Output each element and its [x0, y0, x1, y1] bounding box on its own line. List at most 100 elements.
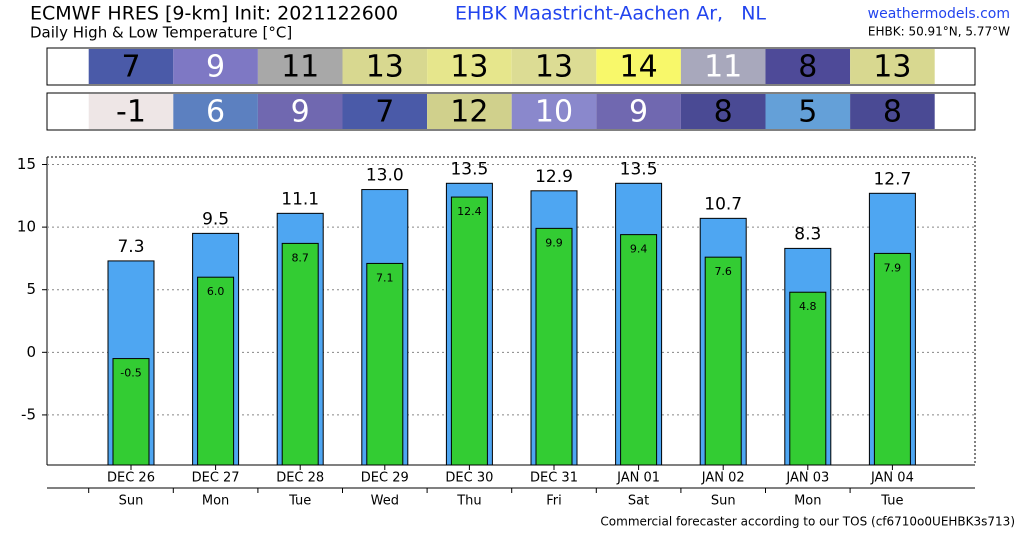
x-tick-label: JAN 02	[701, 471, 745, 486]
value-label: 7.9	[884, 261, 902, 274]
site: weathermodels.com	[868, 6, 1010, 22]
weekday-label: Sun	[119, 494, 144, 509]
x-tick-label: DEC 30	[445, 471, 493, 486]
table-cell	[427, 94, 512, 129]
low-bar	[873, 252, 911, 466]
x-tick-label: DEC 29	[361, 471, 409, 486]
weekday-label: Mon	[202, 494, 229, 509]
table-cell	[680, 49, 766, 84]
value-label: 13.0	[366, 166, 404, 186]
location: EHBK Maastricht-Aachen Ar, NL	[455, 3, 766, 25]
table-value: 10	[535, 95, 573, 130]
plot-frame	[46, 156, 976, 466]
low-bar	[620, 234, 658, 466]
value-label: 13.5	[620, 159, 658, 179]
low-bar	[704, 256, 742, 466]
value-label: 8.7	[291, 251, 309, 264]
x-tick-label: JAN 04	[870, 471, 914, 486]
table-cell	[427, 49, 512, 84]
table-value: 11	[704, 50, 742, 85]
table-cell	[596, 94, 681, 129]
table-value: 11	[281, 50, 319, 85]
weekday-label: Thu	[456, 494, 481, 509]
table-cell	[342, 94, 428, 129]
table-cell	[342, 49, 428, 84]
table-cell	[173, 94, 258, 129]
table-cell	[257, 94, 343, 129]
table-value: 8	[883, 95, 902, 130]
value-label: 10.7	[704, 194, 742, 214]
low-bar	[197, 276, 235, 466]
chart-title: ECMWF HRES [9-km] Init: 2021122600	[30, 3, 398, 25]
weekday-label: Sun	[711, 494, 736, 509]
value-label: 6.0	[207, 285, 225, 298]
table-cell	[596, 49, 681, 84]
footer: Commercial forecaster according to our T…	[600, 515, 1015, 529]
x-tick-label: DEC 26	[107, 471, 155, 486]
x-tick-label: DEC 28	[276, 471, 324, 486]
low-bar	[789, 291, 827, 466]
y-tick-label: 0	[26, 343, 36, 361]
value-label: 9.5	[202, 209, 229, 229]
table-value: 12	[450, 95, 488, 130]
table-cell	[88, 49, 174, 84]
table-cell	[850, 94, 935, 129]
table-cell	[88, 94, 174, 129]
low-bar	[112, 358, 150, 466]
value-label: -0.5	[120, 367, 141, 380]
coords: EHBK: 50.91°N, 5.77°W	[868, 25, 1010, 39]
table-value: 5	[798, 95, 817, 130]
low-bar	[366, 262, 404, 466]
weekday-label: Sat	[628, 494, 649, 509]
table-cell	[765, 49, 851, 84]
value-label: 7.1	[376, 271, 394, 284]
table-value: 9	[291, 95, 310, 130]
table-cell	[511, 94, 597, 129]
table-value: 8	[798, 50, 817, 85]
low-bar	[450, 196, 488, 466]
table-cell	[680, 94, 766, 129]
table-value: 13	[873, 50, 911, 85]
value-label: 4.8	[799, 300, 817, 313]
weekday-label: Mon	[794, 494, 821, 509]
table-value: -1	[116, 95, 146, 130]
weekday-label: Wed	[371, 494, 399, 509]
value-label: 11.1	[281, 189, 319, 209]
value-label: 7.6	[714, 265, 732, 278]
x-tick-label: DEC 27	[192, 471, 240, 486]
value-label: 12.7	[873, 169, 911, 189]
table-value: 13	[450, 50, 488, 85]
value-label: 9.9	[545, 236, 563, 249]
y-tick-label: 15	[17, 155, 36, 173]
value-label: 12.9	[535, 167, 573, 187]
chart-subtitle: Daily High & Low Temperature [°C]	[30, 24, 292, 42]
table-cell	[850, 49, 935, 84]
table-value: 7	[121, 50, 140, 85]
table-value: 7	[375, 95, 394, 130]
table-value: 14	[620, 50, 658, 85]
y-tick-label: -5	[21, 405, 36, 423]
table-cell	[511, 49, 597, 84]
value-label: 7.3	[117, 237, 144, 257]
value-label: 12.4	[457, 205, 482, 218]
table-value: 8	[714, 95, 733, 130]
table-cell	[173, 49, 258, 84]
low-bar	[535, 227, 573, 466]
x-tick-label: DEC 31	[530, 471, 578, 486]
value-label: 8.3	[794, 224, 821, 244]
value-label: 9.4	[630, 243, 648, 256]
table-value: 13	[535, 50, 573, 85]
table-value: 6	[206, 95, 225, 130]
weekday-label: Fri	[546, 494, 562, 509]
table-value: 9	[206, 50, 225, 85]
table-cell	[765, 94, 851, 129]
y-tick-label: 10	[17, 218, 36, 236]
value-label: 13.5	[450, 159, 488, 179]
x-tick-label: JAN 01	[616, 471, 660, 486]
weekday-label: Tue	[880, 494, 903, 509]
low-bar	[281, 242, 319, 466]
table-cell	[257, 49, 343, 84]
y-tick-label: 5	[26, 280, 36, 298]
x-tick-label: JAN 03	[785, 471, 829, 486]
